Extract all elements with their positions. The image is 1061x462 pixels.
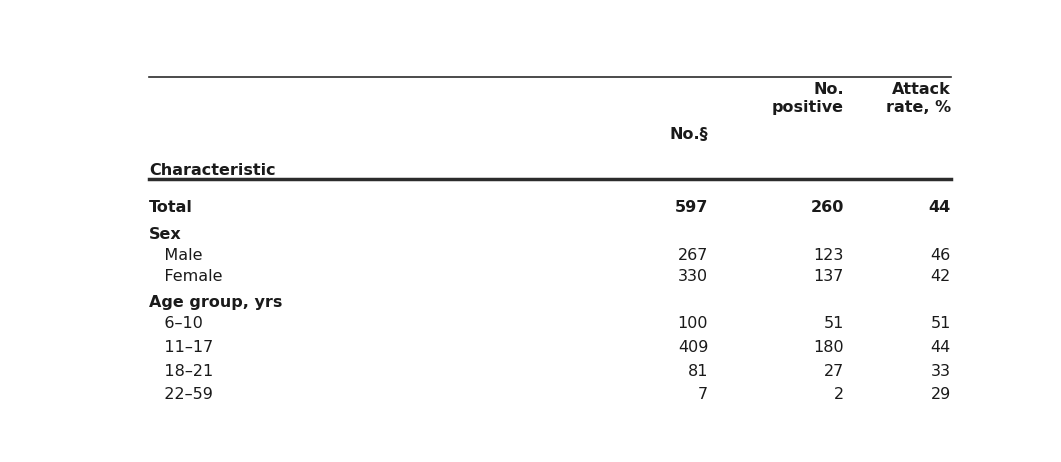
Text: 29: 29 xyxy=(930,388,951,402)
Text: 330: 330 xyxy=(678,269,709,284)
Text: 33: 33 xyxy=(930,364,951,379)
Text: No.§: No.§ xyxy=(669,127,709,141)
Text: Total: Total xyxy=(149,201,193,215)
Text: 44: 44 xyxy=(928,201,951,215)
Text: 81: 81 xyxy=(688,364,709,379)
Text: 2: 2 xyxy=(834,388,843,402)
Text: 409: 409 xyxy=(678,340,709,355)
Text: 6–10: 6–10 xyxy=(149,316,203,331)
Text: 27: 27 xyxy=(823,364,843,379)
Text: 42: 42 xyxy=(930,269,951,284)
Text: 7: 7 xyxy=(698,388,709,402)
Text: Age group, yrs: Age group, yrs xyxy=(149,295,282,310)
Text: 18–21: 18–21 xyxy=(149,364,213,379)
Text: 11–17: 11–17 xyxy=(149,340,213,355)
Text: 123: 123 xyxy=(814,248,843,263)
Text: 100: 100 xyxy=(678,316,709,331)
Text: Female: Female xyxy=(149,269,223,284)
Text: 180: 180 xyxy=(814,340,843,355)
Text: Characteristic: Characteristic xyxy=(149,164,276,178)
Text: 597: 597 xyxy=(675,201,709,215)
Text: Male: Male xyxy=(149,248,203,263)
Text: 51: 51 xyxy=(823,316,843,331)
Text: 51: 51 xyxy=(930,316,951,331)
Text: 22–59: 22–59 xyxy=(149,388,213,402)
Text: 44: 44 xyxy=(930,340,951,355)
Text: 137: 137 xyxy=(814,269,843,284)
Text: 46: 46 xyxy=(930,248,951,263)
Text: Sex: Sex xyxy=(149,227,181,242)
Text: 260: 260 xyxy=(811,201,843,215)
Text: No.
positive: No. positive xyxy=(772,82,843,116)
Text: 267: 267 xyxy=(678,248,709,263)
Text: Attack
rate, %: Attack rate, % xyxy=(886,82,951,116)
